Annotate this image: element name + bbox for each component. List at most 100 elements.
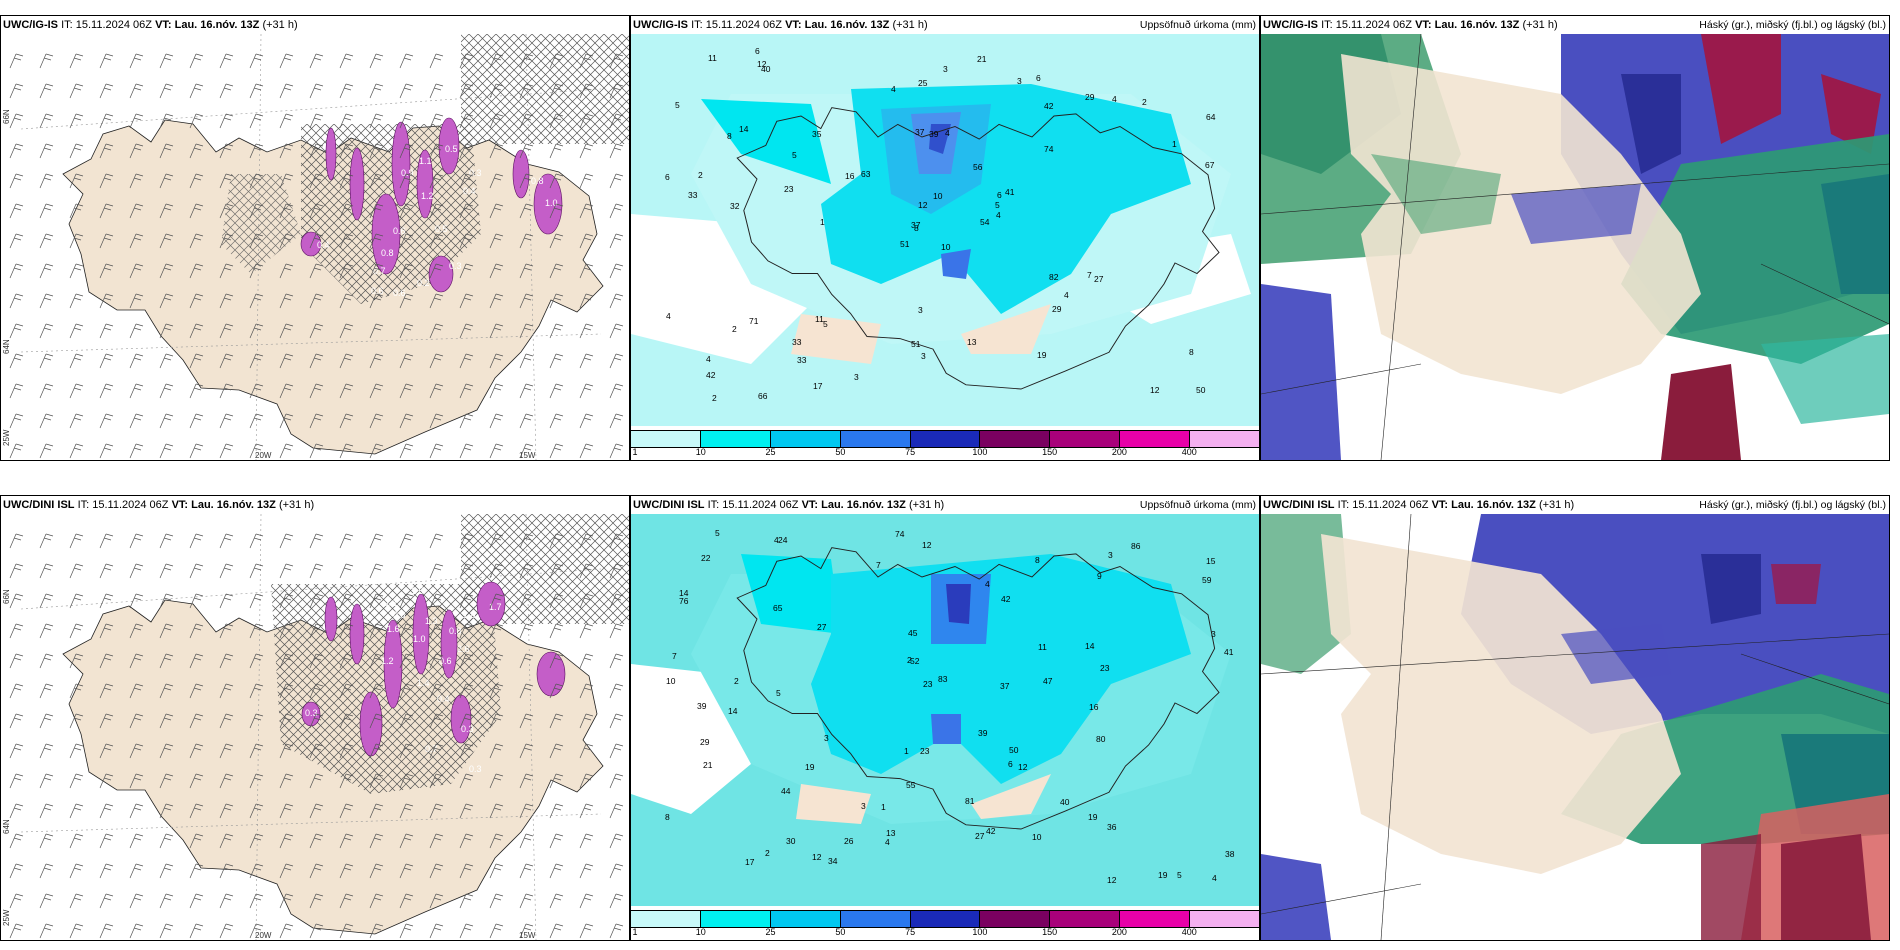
wind-barb	[609, 833, 624, 849]
wind-barb	[39, 623, 54, 639]
precip-value: 52	[910, 656, 920, 666]
valid-time: Lau. 16.nóv. 13Z	[1434, 19, 1520, 31]
wind-barb	[489, 773, 504, 789]
wind-barb	[309, 533, 324, 549]
wind-barb	[249, 413, 264, 429]
wind-barb	[129, 683, 144, 699]
wind-barb	[399, 923, 414, 939]
precip-value: 82	[1049, 272, 1059, 282]
precip-value: 3	[861, 801, 866, 811]
legend-swatch	[700, 911, 771, 927]
legend-label: 150	[1042, 927, 1058, 937]
wind-barb	[159, 143, 174, 159]
wind-barb	[279, 863, 294, 879]
legend-label: 1	[632, 927, 638, 937]
precip-value: 21	[977, 54, 987, 64]
wind-barb	[369, 713, 384, 729]
precip-value: 50	[1009, 745, 1019, 755]
precip-value: 15	[1206, 556, 1216, 566]
precip-value: 7	[1087, 270, 1092, 280]
wind-barb	[609, 233, 624, 249]
wind-barb	[459, 383, 474, 399]
it-label: IT:	[691, 19, 703, 31]
product-title: Háský (gr.), miðský (fj.bl.) og lágský (…	[1699, 499, 1886, 512]
wind-barb	[429, 143, 444, 159]
precip-value: 5	[715, 528, 720, 538]
wind-barb	[69, 113, 84, 129]
wind-barb	[279, 143, 294, 159]
wind-barb	[9, 713, 24, 729]
precip-value: 6	[1008, 759, 1013, 769]
wind-barb	[309, 773, 324, 789]
wind-barb	[579, 113, 594, 129]
map-panel-bottom-mid: UWC/DINI ISL IT: 15.11.2024 06Z VT: Lau.…	[630, 495, 1260, 941]
wind-barb	[189, 773, 204, 789]
legend-label: 400	[1181, 927, 1197, 937]
wind-barb	[99, 653, 114, 669]
wind-barb	[249, 863, 264, 879]
wind-barb	[189, 713, 204, 729]
precip-value: 4	[666, 311, 671, 321]
wind-barb	[429, 533, 444, 549]
wind-barb	[309, 863, 324, 879]
wind-barbs	[9, 533, 624, 939]
legend-swatch	[840, 911, 911, 927]
precip-value: 25	[918, 78, 928, 88]
snow-label: 1.3	[425, 616, 438, 626]
wind-barb	[279, 563, 294, 579]
wind-barb	[609, 713, 624, 729]
wind-barb	[339, 623, 354, 639]
wind-barb	[519, 623, 534, 639]
lead-time: (+31 h)	[908, 499, 945, 511]
wind-barb	[609, 863, 624, 879]
wind-barb	[9, 563, 24, 579]
wind-barb	[159, 803, 174, 819]
precip-value: 2	[907, 655, 912, 665]
wind-barb	[249, 83, 264, 99]
wind-barb	[459, 83, 474, 99]
wind-barb	[309, 293, 324, 309]
snow-label: 0.3	[305, 708, 318, 718]
wind-barb	[189, 623, 204, 639]
wind-barb	[99, 533, 114, 549]
wind-barb	[219, 53, 234, 69]
wind-barb	[159, 683, 174, 699]
wind-barb	[399, 203, 414, 219]
snow-label: 0.6	[439, 656, 452, 666]
wind-barb	[459, 533, 474, 549]
precip-value: 26	[844, 836, 854, 846]
wind-barb	[219, 863, 234, 879]
panel-title: UWC/DINI ISL IT: 15.11.2024 06Z VT: Lau.…	[1263, 499, 1575, 512]
wind-barb	[249, 383, 264, 399]
snow-label: 0.4	[437, 694, 450, 704]
wind-barb	[39, 323, 54, 339]
wind-barb	[129, 893, 144, 909]
wind-barb	[69, 833, 84, 849]
wind-barb	[549, 413, 564, 429]
wind-barb	[579, 863, 594, 879]
cloud-map	[1261, 514, 1889, 940]
wind-barb	[339, 263, 354, 279]
wind-barb	[249, 533, 264, 549]
wind-barb	[9, 173, 24, 189]
wind-barb	[219, 293, 234, 309]
valid-time: Lau. 16.nóv. 13Z	[191, 499, 276, 511]
wind-barb	[369, 203, 384, 219]
wind-barb	[99, 623, 114, 639]
wind-barb	[399, 83, 414, 99]
it-label: IT:	[707, 499, 720, 511]
precip-value: 4	[1064, 290, 1069, 300]
wind-barb	[399, 683, 414, 699]
precip-value: 23	[923, 679, 933, 689]
snow-label: 0.3	[469, 764, 482, 774]
wind-barb	[459, 743, 474, 759]
wind-barb	[189, 53, 204, 69]
wind-barb	[219, 743, 234, 759]
wind-barb	[69, 683, 84, 699]
precip-value: 22	[701, 553, 711, 563]
panel-title: UWC/IG-IS IT: 15.11.2024 06Z VT: Lau. 16…	[1263, 19, 1558, 32]
precip-value: 8	[1035, 555, 1040, 565]
precip-value: 12	[1150, 385, 1160, 395]
wind-barb	[429, 803, 444, 819]
wind-barb	[519, 863, 534, 879]
